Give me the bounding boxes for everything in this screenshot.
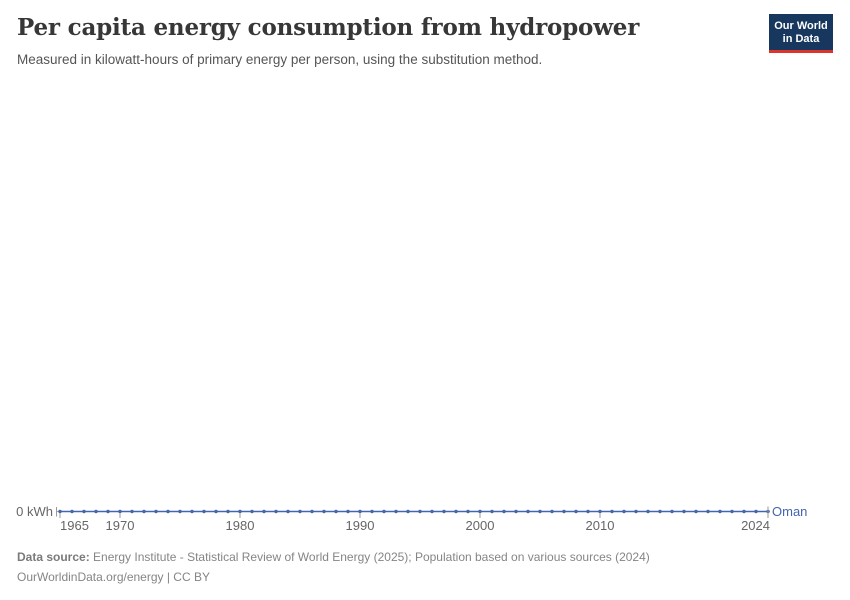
data-point <box>586 509 590 514</box>
data-point <box>94 509 98 514</box>
data-point <box>142 509 146 514</box>
data-point <box>346 509 350 514</box>
data-source-text: Energy Institute - Statistical Review of… <box>89 550 650 564</box>
x-tick-label: 1970 <box>106 518 135 533</box>
page-subtitle: Measured in kilowatt-hours of primary en… <box>17 52 543 67</box>
data-point <box>262 509 266 514</box>
data-source-line: Data source: Energy Institute - Statisti… <box>17 547 650 567</box>
data-point <box>442 509 446 514</box>
y-axis-zero-label: 0 kWh <box>16 504 53 519</box>
series-entity-label[interactable]: Oman <box>772 504 807 519</box>
data-point <box>562 509 566 514</box>
data-point <box>478 509 482 514</box>
x-tick-label: 1980 <box>226 518 255 533</box>
data-point <box>514 509 518 514</box>
data-point <box>466 509 470 514</box>
data-point <box>202 509 206 514</box>
data-point <box>82 509 86 514</box>
data-point <box>406 509 410 514</box>
data-point <box>622 509 626 514</box>
x-tick-label: 2024 <box>741 518 770 533</box>
data-point <box>706 509 710 514</box>
data-point <box>430 509 434 514</box>
data-point <box>502 509 506 514</box>
data-point <box>226 509 230 514</box>
data-point <box>106 509 110 514</box>
data-point <box>358 509 362 514</box>
data-point <box>730 509 734 514</box>
data-point <box>658 509 662 514</box>
data-point <box>310 509 314 514</box>
data-point <box>334 509 338 514</box>
owid-logo-line1: Our World <box>774 20 828 32</box>
data-point <box>58 509 62 514</box>
x-tick-label: 1965 <box>60 518 89 533</box>
data-point <box>394 509 398 514</box>
data-point <box>214 509 218 514</box>
data-point <box>118 509 122 514</box>
data-point <box>610 509 614 514</box>
data-point <box>646 509 650 514</box>
data-point <box>454 509 458 514</box>
license-line: OurWorldinData.org/energy | CC BY <box>17 570 210 584</box>
data-point <box>574 509 578 514</box>
data-point <box>694 509 698 514</box>
page-title: Per capita energy consumption from hydro… <box>17 14 640 41</box>
data-point <box>274 509 278 514</box>
data-point <box>70 509 74 514</box>
data-point <box>178 509 182 514</box>
x-tick-label: 1990 <box>346 518 375 533</box>
data-source-label: Data source: <box>17 550 90 564</box>
data-point <box>754 509 758 514</box>
data-point <box>238 509 242 514</box>
x-tick-label: 2010 <box>586 518 615 533</box>
data-point <box>538 509 542 514</box>
data-point <box>490 509 494 514</box>
data-point <box>322 509 326 514</box>
data-point <box>166 509 170 514</box>
x-tick-label: 2000 <box>466 518 495 533</box>
data-point <box>370 509 374 514</box>
data-point <box>598 509 602 514</box>
data-point <box>154 509 158 514</box>
data-point <box>382 509 386 514</box>
data-point <box>634 509 638 514</box>
data-point <box>550 509 554 514</box>
chart-footer: Data source: Energy Institute - Statisti… <box>17 547 650 587</box>
owid-logo: Our World in Data <box>769 14 833 53</box>
data-point <box>742 509 746 514</box>
data-point <box>682 509 686 514</box>
data-point <box>130 509 134 514</box>
data-point <box>418 509 422 514</box>
data-point <box>250 509 254 514</box>
data-point <box>670 509 674 514</box>
data-point <box>718 509 722 514</box>
data-point <box>298 509 302 514</box>
owid-logo-line2: in Data <box>782 33 820 45</box>
data-point <box>286 509 290 514</box>
data-point <box>526 509 530 514</box>
data-point <box>190 509 194 514</box>
